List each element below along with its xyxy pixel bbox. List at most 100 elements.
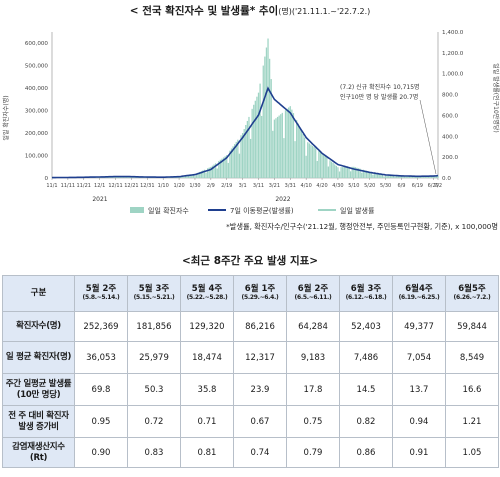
week-range: (5.22.~5.28.) [186, 293, 228, 301]
x-tick-label: 6/9 [397, 183, 405, 189]
table-cell: 86,216 [233, 311, 287, 342]
table-cell: 1.05 [445, 437, 499, 468]
daily-case-bar [330, 161, 333, 178]
daily-case-bar [402, 175, 404, 178]
daily-case-bar [316, 160, 318, 178]
x-tick-label: 2/9 [207, 183, 215, 189]
daily-case-bar [372, 174, 374, 178]
daily-case-bar [284, 110, 287, 178]
daily-case-bar [399, 175, 401, 178]
header-label: 구분 [2, 275, 75, 312]
daily-case-bar [221, 158, 223, 178]
week-range: (6.5.~6.11.) [294, 293, 332, 301]
daily-case-bar [262, 65, 264, 178]
legend-label-moving-avg: 7일 이동평균(발생률) [230, 206, 294, 215]
daily-case-bar [289, 106, 291, 178]
daily-case-bar [416, 177, 418, 178]
x-tick-label: 3/21 [269, 183, 280, 189]
left-tick-label: 500,000 [25, 64, 49, 70]
table-cell: 0.86 [339, 437, 393, 468]
daily-case-bar [303, 137, 306, 178]
daily-case-bar [321, 153, 323, 178]
daily-case-bar [429, 175, 431, 178]
daily-case-bar [261, 115, 263, 178]
daily-case-bar [346, 166, 349, 178]
table-cell: 9,183 [286, 341, 340, 374]
daily-case-bar [318, 150, 320, 178]
daily-case-bar [411, 176, 414, 178]
left-tick-label: 600,000 [25, 41, 49, 47]
table-row-increase-ratio: 전 주 대비 확진자 발생 증가비 0.95 0.72 0.71 0.67 0.… [2, 405, 499, 438]
table-cell: 0.81 [180, 437, 234, 468]
header-week-2: 5월 3주 (5.15.~5.21.) [127, 275, 181, 312]
daily-case-bar [226, 155, 228, 178]
table-row-incidence-rate: 주간 일평균 발생률(10만 명당) 69.8 50.3 35.8 23.9 1… [2, 373, 499, 406]
right-tick-label: 1,200.0 [442, 51, 464, 57]
daily-case-bar [222, 157, 225, 178]
daily-case-bar [203, 169, 206, 178]
x-tick-label: 1/10 [158, 183, 169, 189]
daily-case-bar [186, 175, 188, 178]
daily-case-bar [408, 175, 411, 178]
week-name: 5월 3주 [138, 284, 170, 295]
daily-case-bar [267, 38, 269, 178]
daily-case-bar [280, 114, 282, 178]
daily-case-bar [308, 143, 310, 178]
daily-case-bar [191, 174, 193, 178]
daily-case-bar [292, 113, 295, 178]
daily-case-bar [362, 169, 364, 178]
table-row-confirmed: 확진자수(명) 252,369 181,856 129,320 86,216 6… [2, 311, 499, 342]
daily-case-bar [381, 174, 384, 178]
table-cell: 35.8 [180, 373, 234, 406]
daily-case-bar [259, 83, 261, 178]
table-cell: 8,549 [445, 341, 499, 374]
daily-case-bar [208, 167, 210, 178]
daily-case-bar [297, 123, 299, 178]
x-tick-label: 4/10 [301, 183, 312, 189]
daily-case-bar [421, 176, 423, 178]
daily-case-bar [375, 173, 377, 178]
table-cell: 0.95 [74, 405, 128, 438]
daily-case-bar [245, 124, 247, 178]
daily-case-bar [187, 175, 190, 178]
daily-case-bar [240, 135, 242, 178]
daily-case-bar [116, 177, 118, 178]
table-cell: 1.21 [445, 405, 499, 438]
daily-case-bar [310, 144, 312, 178]
left-tick-label: 0 [44, 176, 48, 182]
daily-case-bar [335, 165, 337, 178]
daily-case-bar [300, 130, 303, 178]
week-range: (6.19.~6.25.) [398, 293, 440, 301]
daily-case-bar [227, 162, 229, 178]
daily-case-bar [218, 160, 220, 178]
daily-case-bar [337, 167, 339, 178]
daily-case-bar [268, 58, 271, 178]
table-cell: 59,844 [445, 311, 499, 342]
table-row-daily-average: 일 평균 확진자(명) 36,053 25,979 18,474 12,317 … [2, 341, 499, 374]
header-week-1: 5월 2주 (5.8.~5.14.) [74, 275, 128, 312]
daily-case-bar [392, 175, 395, 178]
x-tick-label: 1/30 [189, 183, 200, 189]
table-cell: 129,320 [180, 311, 234, 342]
daily-case-bar [427, 176, 430, 178]
table-cell: 17.8 [286, 373, 340, 406]
table-cell: 0.90 [74, 437, 128, 468]
week-name: 6월5주 [458, 284, 486, 295]
table-header-row: 구분 5월 2주 (5.8.~5.14.) 5월 3주 (5.15.~5.21.) … [2, 275, 499, 312]
daily-case-bar [276, 116, 279, 178]
daily-case-bar [343, 167, 345, 178]
row-label: 감염재생산지수(Rt) [2, 437, 75, 468]
table-cell: 12,317 [233, 341, 287, 374]
daily-case-bar [329, 160, 331, 178]
daily-case-bar [353, 166, 355, 178]
week-name: 6월 2주 [297, 284, 329, 295]
daily-case-bar [192, 174, 195, 178]
daily-case-bar [238, 153, 241, 178]
daily-case-bar [211, 165, 214, 178]
daily-case-bar [394, 176, 396, 178]
daily-case-bar [313, 147, 315, 178]
table-cell: 0.83 [127, 437, 181, 468]
week-range: (5.8.~5.14.) [82, 293, 120, 301]
year-label-2021: 2021 [92, 196, 107, 203]
table-cell: 0.94 [392, 405, 446, 438]
